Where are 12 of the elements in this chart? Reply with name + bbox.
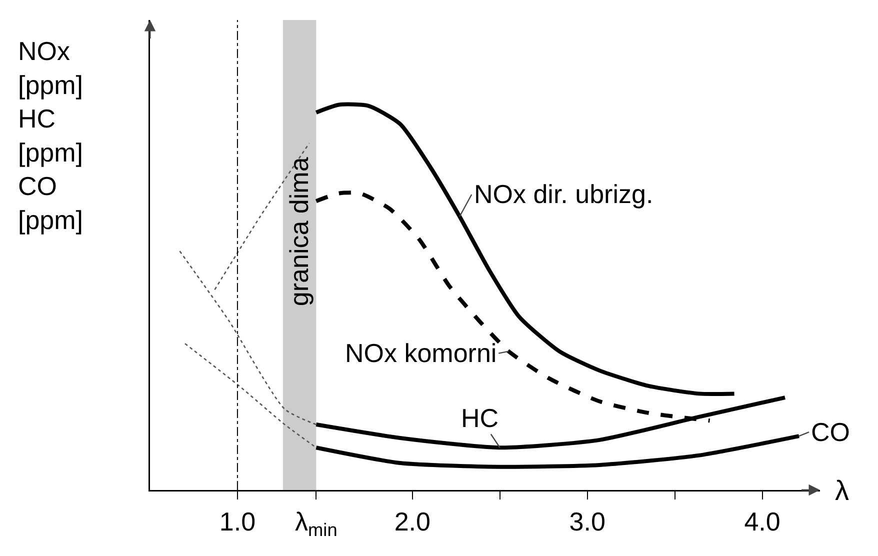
- series-label: NOx komorni: [345, 338, 497, 368]
- x-axis-title: λ: [835, 475, 849, 506]
- series-label: CO: [811, 417, 850, 447]
- x-tick-label: 1.0: [219, 506, 256, 537]
- x-tick-label: 2.0: [394, 506, 430, 537]
- y-axis-title: NOx [ppm] HC [ppm] CO [ppm]: [18, 36, 84, 235]
- x-tick-label: 4.0: [744, 506, 780, 537]
- x-tick-label: λ$_{min}$: [295, 506, 338, 540]
- x-tick-label: 3.0: [569, 506, 606, 537]
- series-label: HC: [461, 403, 499, 433]
- band-label: granica dima: [284, 156, 314, 306]
- series-label: NOx dir. ubrizg.: [474, 179, 654, 209]
